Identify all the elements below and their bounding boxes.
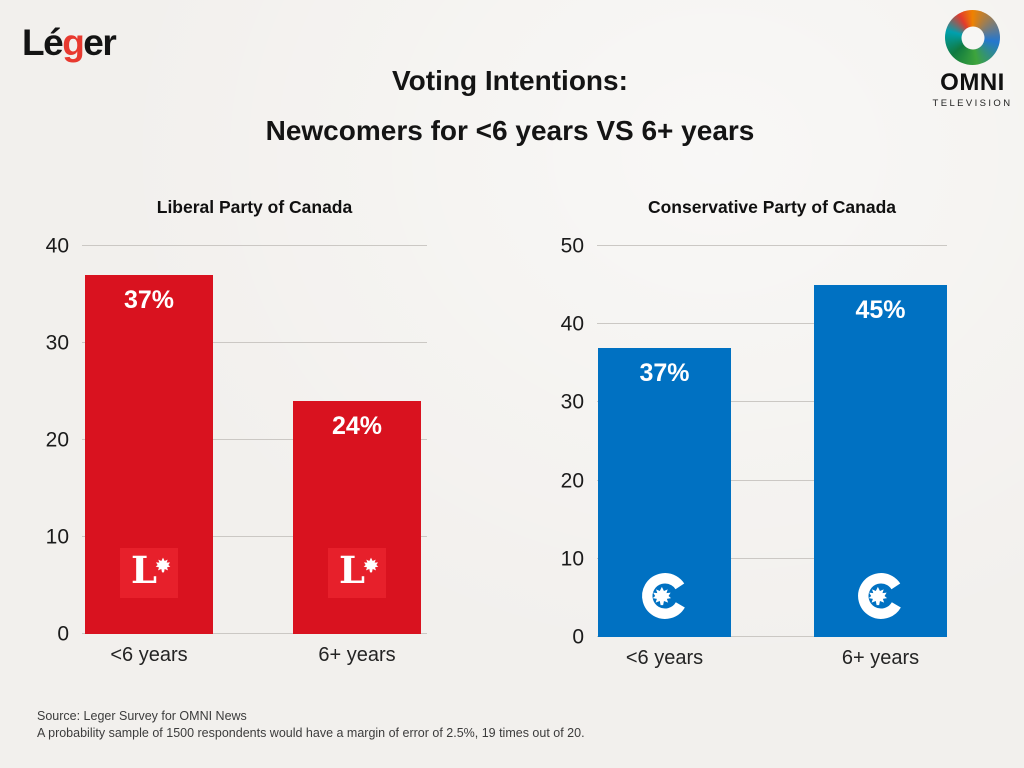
x-label-6plus-years: 6+ years [318, 644, 396, 666]
leger-logo-black-prefix: Lé [22, 22, 64, 63]
gridline-20 [82, 439, 427, 440]
leger-logo: Léger [22, 22, 117, 63]
margin-of-error-line: A probability sample of 1500 respondents… [37, 726, 585, 740]
omni-logo-subtitle: TELEVISION [932, 98, 1013, 109]
bar-value-label: 24% [331, 412, 383, 441]
omni-swirl-icon [945, 10, 1000, 65]
x-label-6plus-years: 6+ years [841, 647, 920, 669]
leger-logo-red-letter: g [62, 22, 85, 63]
y-tick-label-10: 10 [45, 525, 69, 549]
omni-television-logo: OMNI TELEVISION [920, 8, 1024, 109]
gridline-0 [597, 636, 947, 637]
conservative-chart-title: Conservative Party of Canada [647, 197, 896, 217]
gridline-50 [597, 245, 947, 246]
bar-value-label: 37% [123, 286, 175, 315]
gridline-30 [597, 401, 947, 403]
omni-logo-name: OMNI [940, 69, 1005, 96]
y-tick-label-50: 50 [560, 234, 584, 258]
liberal-chart-plot: 37% L 24% L <6 years 6+ years 0 10 20 30 40 [46, 236, 427, 666]
conservative-party-logo-icon [640, 571, 690, 621]
conservative-chart-plot: 37% 45% <6 years 6+ years 0 10 20 30 40 50 [561, 236, 947, 669]
y-tick-label-20: 20 [560, 469, 584, 493]
liberal-party-logo-icon: L [120, 548, 178, 598]
y-tick-label-0: 0 [57, 622, 69, 646]
conservative-bar-6plus-years: 45% [814, 285, 947, 637]
liberal-party-logo-icon: L [328, 548, 386, 598]
x-label-lt6-years: <6 years [110, 644, 188, 666]
gridline-30 [82, 342, 427, 343]
source-note: Source: Leger Survey for OMNI News A pro… [37, 708, 585, 742]
gridline-20 [597, 479, 947, 481]
bar-value-label: 45% [855, 296, 906, 325]
liberal-bar-lt6-years: 37% L [85, 275, 213, 634]
x-label-lt6-years: <6 years [625, 647, 704, 669]
gridline-40 [597, 323, 947, 325]
main-title: Voting Intentions: Newcomers for <6 year… [160, 56, 860, 156]
y-tick-label-0: 0 [572, 625, 584, 649]
leger-logo-black-suffix: er [83, 22, 116, 63]
source-line: Source: Leger Survey for OMNI News [37, 709, 247, 723]
y-tick-label-40: 40 [45, 234, 69, 258]
main-title-line2: Newcomers for <6 years VS 6+ years [265, 115, 755, 146]
y-tick-label-30: 30 [45, 331, 69, 355]
y-tick-label-10: 10 [560, 547, 584, 571]
gridline-10 [597, 557, 947, 559]
conservative-bar-lt6-years: 37% [598, 347, 731, 637]
gridline-40 [82, 245, 427, 246]
main-title-line1: Voting Intentions: [392, 65, 628, 96]
y-tick-label-40: 40 [560, 312, 584, 336]
bar-value-label: 37% [639, 358, 690, 387]
gridline-0 [82, 633, 427, 634]
liberal-bar-6plus-years: 24% L [293, 401, 421, 634]
conservative-party-logo-icon [856, 571, 906, 621]
y-tick-label-20: 20 [45, 428, 69, 452]
gridline-10 [82, 536, 427, 537]
y-tick-label-30: 30 [560, 390, 584, 414]
liberal-chart-title: Liberal Party of Canada [156, 197, 353, 217]
